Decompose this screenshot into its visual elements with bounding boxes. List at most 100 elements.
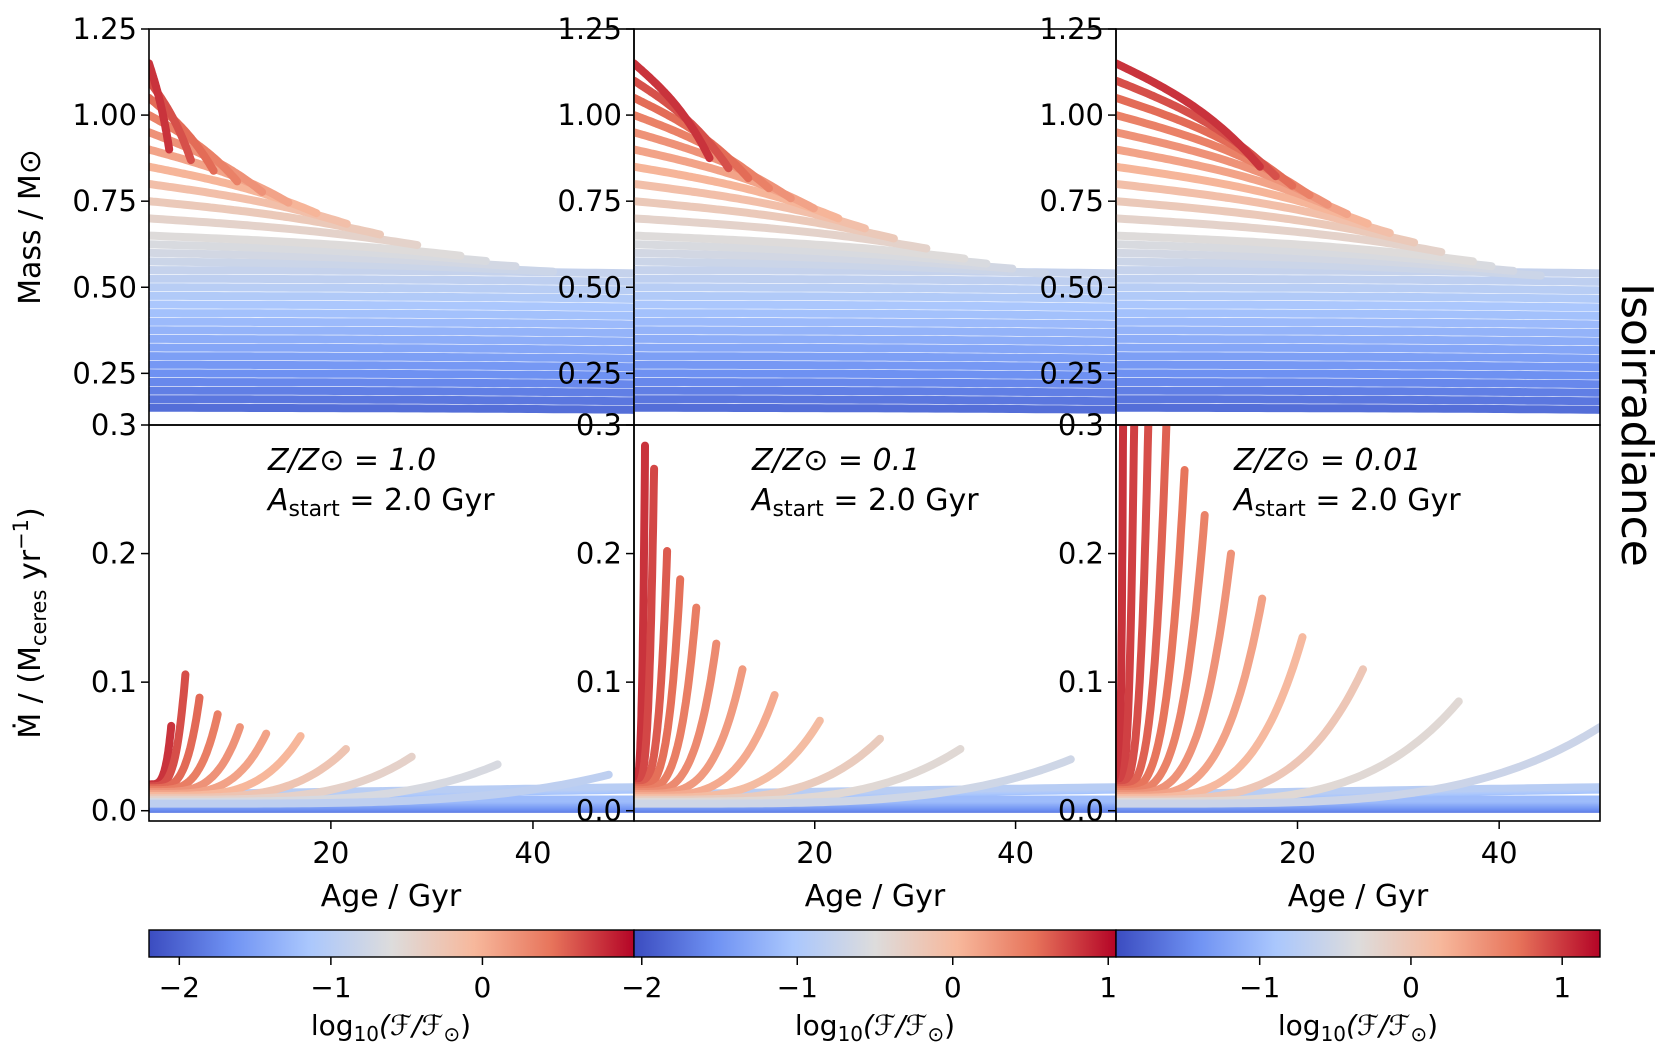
mass-track-2-14: [634, 291, 1116, 303]
mass-ytick-label-3-1: 0.25: [1039, 356, 1104, 390]
mass-track-1-13: [149, 300, 634, 312]
mass-track-3-9: [1116, 334, 1600, 346]
mass-track-3-11: [1116, 317, 1600, 329]
mass-track-3-3: [1116, 386, 1600, 397]
mass-track-1-18: [149, 257, 558, 276]
mass-track-2-11: [634, 317, 1116, 329]
mass-track-1-12: [149, 309, 634, 320]
mass-track-1-14: [149, 291, 634, 303]
mass-track-3-14: [1116, 291, 1600, 303]
mass-track-3-2: [1116, 395, 1600, 406]
colorbar-1-gradient: [148, 929, 635, 958]
mdot-xtick-label-1-2: 40: [515, 836, 552, 870]
mass-track-1-16: [149, 274, 634, 286]
mass-track-1-21: [149, 231, 465, 260]
annotation-1-line1: Z/Z⊙ = 1.0: [267, 443, 436, 478]
mdot-xtick-label-2-1: 20: [796, 836, 833, 870]
mass-track-2-8: [634, 343, 1116, 355]
mass-track-2-6: [634, 360, 1116, 372]
mass-track-2-23: [634, 197, 898, 243]
mass-ytick-label-3-2: 0.50: [1039, 270, 1104, 304]
mdot-ytick-label-3-3: 0.2: [1058, 537, 1104, 571]
mass-track-3-6: [1116, 360, 1600, 372]
mass-track-1-2: [149, 395, 634, 406]
mass-track-2-9: [634, 334, 1116, 346]
mdot-tracks-3: [1116, 425, 1600, 813]
mdot-xtick-label-1-1: 20: [312, 836, 349, 870]
mass-track-3-5: [1116, 369, 1600, 380]
cbar-tick-label-2-4: 1: [1099, 971, 1117, 1004]
cbar-tick-label-1-2: −1: [310, 971, 351, 1004]
mass-track-2-31: [634, 59, 714, 163]
y-label-mdot: Ṁ / (Mceres yr−1): [9, 507, 51, 738]
colorbar-3-label: log10(ℱ/ℱ⊙): [1278, 1009, 1438, 1046]
mass-track-1-10: [149, 326, 634, 338]
mass-track-3-31: [1116, 59, 1264, 171]
mdot-ytick-label-1-4: 0.3: [91, 408, 137, 442]
mass-panel-2: [633, 28, 1117, 426]
mass-track-3-15: [1116, 283, 1600, 295]
mass-track-2-21: [634, 231, 969, 263]
mass-track-1-3: [149, 386, 634, 397]
mdot-track-2-12: [634, 755, 1075, 808]
mass-track-2-12: [634, 309, 1116, 320]
mdot-xtick-label-2-2: 40: [997, 836, 1034, 870]
mass-track-2-17: [634, 266, 1116, 278]
mdot-ytick-label-1-1: 0.0: [91, 794, 137, 828]
mass-track-2-1: [634, 403, 1116, 414]
cbar-tick-label-3-1: −1: [1239, 971, 1280, 1004]
mass-ytick-label-1-5: 1.25: [72, 12, 137, 46]
cbar-tick-label-2-1: −2: [621, 971, 662, 1004]
mass-tracks-2: [634, 59, 1116, 414]
mass-track-1-17: [149, 266, 634, 278]
mass-track-1-4: [149, 378, 634, 389]
colorbar-3: [1115, 929, 1601, 958]
mdot-ytick-label-3-1: 0.0: [1058, 794, 1104, 828]
mass-track-3-13: [1116, 300, 1600, 312]
mass-track-3-7: [1116, 352, 1600, 363]
mass-track-1-8: [149, 343, 634, 355]
mass-track-1-5: [149, 369, 634, 380]
colorbar-1: [148, 929, 635, 958]
mass-tracks-1: [149, 59, 634, 414]
mdot-ytick-label-2-2: 0.1: [576, 665, 622, 699]
mass-track-2-22: [634, 214, 931, 253]
cbar-tick-label-2-3: 0: [944, 971, 962, 1004]
mass-track-2-7: [634, 352, 1116, 363]
mass-track-2-4: [634, 378, 1116, 389]
mass-track-2-10: [634, 326, 1116, 338]
annotation-2-line2: Astart = 2.0 Gyr: [750, 483, 979, 522]
annotation-2-line1: Z/Z⊙ = 0.1: [751, 443, 920, 478]
mdot-panel-2: [633, 424, 1117, 822]
mass-track-1-1: [149, 403, 634, 414]
cbar-tick-label-1-1: −2: [159, 971, 200, 1004]
mdot-tracks-1: [149, 670, 634, 813]
mass-ytick-label-3-4: 1.00: [1039, 98, 1104, 132]
colorbar-1-label: log10(ℱ/ℱ⊙): [311, 1009, 471, 1046]
mdot-ytick-label-1-2: 0.1: [91, 665, 137, 699]
annotation-1: Z/Z⊙ = 1.0 Astart = 2.0 Gyr: [266, 443, 495, 522]
colorbar-3-gradient: [1115, 929, 1601, 958]
mass-panel-3: [1115, 28, 1601, 426]
cbar-tick-label-1-3: 0: [474, 971, 492, 1004]
annotation-3-line1: Z/Z⊙ = 0.01: [1233, 443, 1421, 478]
cbar-tick-label-3-3: 1: [1553, 971, 1571, 1004]
mass-panel-1: [148, 28, 635, 426]
annotation-2: Z/Z⊙ = 0.1 Astart = 2.0 Gyr: [750, 443, 979, 522]
mdot-ytick-label-2-4: 0.3: [576, 408, 622, 442]
colorbar-2-gradient: [633, 929, 1117, 958]
mdot-ytick-label-1-3: 0.2: [91, 537, 137, 571]
mass-track-3-24: [1116, 180, 1394, 237]
colorbar-2: [633, 929, 1117, 958]
mass-track-1-20: [149, 240, 490, 265]
cbar-tick-label-2-2: −1: [777, 971, 818, 1004]
mass-track-3-12: [1116, 309, 1600, 320]
mass-tracks-3: [1116, 59, 1600, 414]
mass-ytick-label-2-4: 1.00: [557, 98, 622, 132]
mass-track-2-2: [634, 395, 1116, 406]
mdot-track-3-1: [1116, 425, 1128, 787]
mass-track-3-10: [1116, 326, 1600, 338]
mass-track-1-9: [149, 334, 634, 346]
mdot-panel-3: [1115, 424, 1601, 822]
